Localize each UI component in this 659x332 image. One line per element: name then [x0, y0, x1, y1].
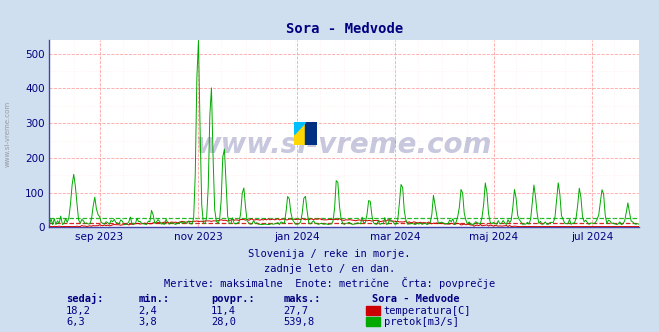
Text: 3,8: 3,8	[138, 317, 157, 327]
Text: www.si-vreme.com: www.si-vreme.com	[5, 101, 11, 167]
Text: Slovenija / reke in morje.: Slovenija / reke in morje.	[248, 249, 411, 259]
Text: Sora - Medvode: Sora - Medvode	[372, 294, 460, 304]
Text: pretok[m3/s]: pretok[m3/s]	[384, 317, 459, 327]
Polygon shape	[305, 123, 316, 145]
Text: 11,4: 11,4	[211, 306, 236, 316]
Polygon shape	[294, 123, 305, 145]
Text: 27,7: 27,7	[283, 306, 308, 316]
Text: maks.:: maks.:	[283, 294, 321, 304]
Text: sedaj:: sedaj:	[66, 293, 103, 304]
Text: Meritve: maksimalne  Enote: metrične  Črta: povprečje: Meritve: maksimalne Enote: metrične Črta…	[164, 277, 495, 289]
Text: 539,8: 539,8	[283, 317, 314, 327]
Text: 2,4: 2,4	[138, 306, 157, 316]
Text: 28,0: 28,0	[211, 317, 236, 327]
Polygon shape	[294, 123, 305, 133]
Text: 18,2: 18,2	[66, 306, 91, 316]
Text: 6,3: 6,3	[66, 317, 84, 327]
Text: min.:: min.:	[138, 294, 169, 304]
Text: povpr.:: povpr.:	[211, 294, 254, 304]
Text: temperatura[C]: temperatura[C]	[384, 306, 471, 316]
Title: Sora - Medvode: Sora - Medvode	[286, 22, 403, 36]
Text: www.si-vreme.com: www.si-vreme.com	[196, 131, 492, 159]
Text: zadnje leto / en dan.: zadnje leto / en dan.	[264, 264, 395, 274]
